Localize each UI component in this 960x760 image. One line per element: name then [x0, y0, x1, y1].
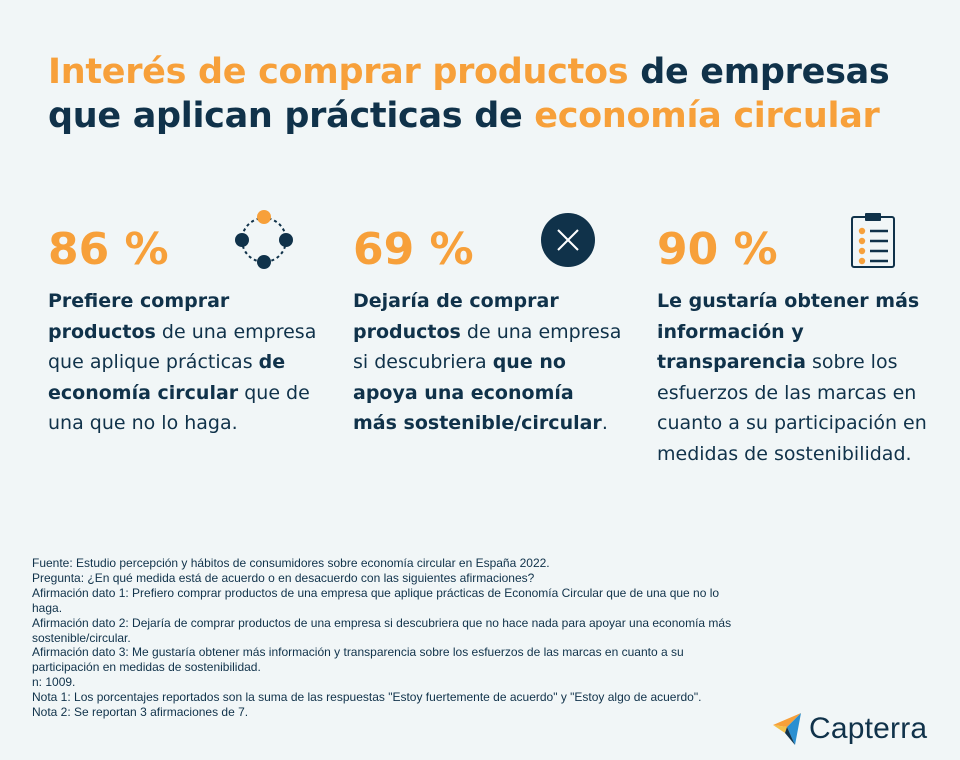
stat-desc-bold: Dejaría de comprar productos: [353, 290, 559, 343]
stat-desc-text: sobre los esfuerzos de las marcas en cua…: [657, 351, 927, 465]
note-line: Nota 2: Se reportan 3 afirmaciones de 7.: [32, 705, 249, 720]
source-notes: Fuente: Estudio percepción y hábitos de …: [32, 556, 752, 720]
note-line: Pregunta: ¿En qué medida está de acuerdo…: [32, 570, 535, 585]
stat-value: 86 %: [48, 224, 169, 275]
stat-description: Le gustaría obtener más información y tr…: [657, 286, 927, 469]
note-line: Afirmación dato 3: Me gustaría obtener m…: [32, 645, 684, 675]
title-highlight-2: economía circular: [534, 96, 880, 136]
note-line: Afirmación dato 2: Dejaría de comprar pr…: [32, 615, 732, 645]
stat-desc-bold: Prefiere comprar productos: [48, 290, 230, 343]
note-line: Fuente: Estudio percepción y hábitos de …: [32, 556, 550, 570]
stat-description: Prefiere comprar productos de una empres…: [48, 286, 318, 439]
stat-column-1: 86 % Prefiere comprar productos de una e…: [48, 222, 318, 439]
stat-desc-text: de una empresa que aplique prácticas: [48, 320, 317, 374]
capterra-logo-icon: [773, 713, 801, 745]
note-line: Nota 1: Los porcentajes reportados son l…: [32, 690, 702, 705]
page-title: Interés de comprar productos de empresas…: [48, 50, 928, 138]
clipboard-checklist-icon: [851, 213, 895, 268]
stat-desc-bold: que no apoya una economía más sostenible…: [353, 351, 602, 434]
stat-description: Dejaría de comprar productos de una empr…: [353, 286, 623, 439]
title-highlight-1: Interés de comprar productos: [48, 52, 629, 92]
stat-value: 69 %: [353, 224, 474, 275]
logo-text: Capterra: [809, 712, 928, 745]
stat-column-2: 69 % Dejaría de comprar productos de una…: [353, 222, 623, 439]
stat-value: 90 %: [657, 224, 778, 275]
stat-desc-text: de una empresa si descubriera: [353, 320, 622, 374]
stat-desc-bold: de economía circular: [48, 351, 286, 404]
note-line: n: 1009.: [32, 675, 76, 690]
stat-desc-text: .: [601, 412, 608, 434]
capterra-logo: Capterra: [773, 712, 927, 746]
stat-desc-bold: Le gustaría obtener más información y tr…: [657, 290, 920, 373]
circular-nodes-icon: [235, 210, 293, 269]
note-line: Afirmación dato 1: Prefiero comprar prod…: [32, 585, 720, 615]
stat-desc-text: que de una que no lo haga.: [48, 381, 310, 435]
stat-column-3: 90 % Le gustaría obtener más información…: [657, 222, 927, 469]
x-circle-icon: [541, 213, 595, 267]
title-middle: de empresas que aplican prácticas de: [48, 52, 890, 136]
